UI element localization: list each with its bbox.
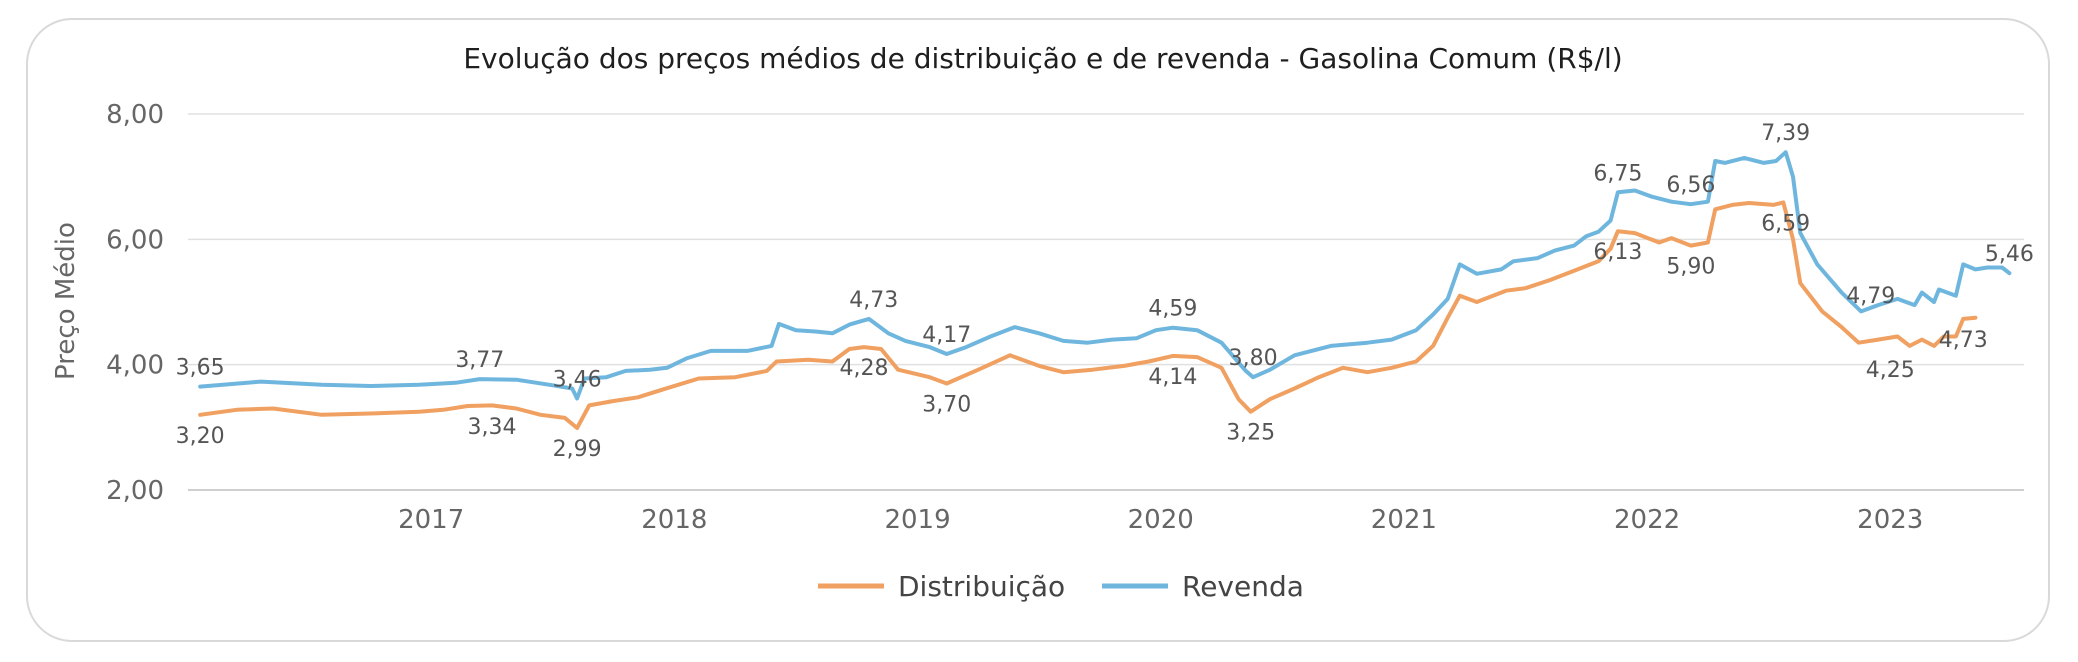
data-label: 3,34 xyxy=(467,415,516,440)
data-label: 4,79 xyxy=(1846,284,1895,309)
data-label: 3,46 xyxy=(553,368,602,393)
data-label: 4,73 xyxy=(849,288,898,313)
data-label: 5,46 xyxy=(1985,242,2034,267)
data-label: 3,65 xyxy=(176,356,225,381)
data-label: 4,28 xyxy=(840,356,889,381)
chart-title: Evolução dos preços médios de distribuiç… xyxy=(463,42,1622,75)
x-tick-label: 2017 xyxy=(398,505,464,535)
data-label: 7,39 xyxy=(1761,121,1810,146)
chart-card xyxy=(26,18,2050,642)
data-labels: 3,65 3,20 3,77 3,34 3,46 2,99 4,73 4,28 4,17 3,70… xyxy=(176,121,2034,462)
data-label: 6,56 xyxy=(1666,173,1715,198)
data-label: 4,25 xyxy=(1866,358,1915,383)
y-axis-label: Preço Médio xyxy=(51,222,81,380)
data-label: 2,99 xyxy=(553,437,602,462)
data-label: 4,17 xyxy=(922,323,971,348)
legend-label-distribuicao: Distribuição xyxy=(898,570,1065,603)
data-label: 6,75 xyxy=(1593,161,1642,186)
data-label: 3,77 xyxy=(455,348,504,373)
series-line-distribuicao xyxy=(198,200,1978,430)
series-lines xyxy=(198,150,2012,430)
legend: Distribuição Revenda xyxy=(818,570,1304,603)
x-tick-label: 2021 xyxy=(1371,505,1437,535)
data-label: 3,20 xyxy=(176,424,225,449)
x-tick-label: 2019 xyxy=(884,505,950,535)
grid xyxy=(188,113,2024,491)
data-label: 4,59 xyxy=(1148,297,1197,322)
x-tick-label: 2022 xyxy=(1614,505,1680,535)
y-tick-label: 4,00 xyxy=(106,351,164,381)
x-tick-label: 2020 xyxy=(1128,505,1194,535)
x-axis-ticks: 2017 2018 2019 2020 2021 2022 2023 xyxy=(398,505,1923,535)
y-tick-label: 8,00 xyxy=(106,100,164,130)
data-label: 3,25 xyxy=(1226,421,1275,446)
x-tick-label: 2023 xyxy=(1857,505,1923,535)
y-tick-label: 2,00 xyxy=(106,476,164,506)
data-label: 6,59 xyxy=(1761,211,1810,236)
data-label: 4,14 xyxy=(1148,365,1197,390)
x-tick-label: 2018 xyxy=(641,505,707,535)
data-label: 3,80 xyxy=(1229,346,1278,371)
data-label: 3,70 xyxy=(922,392,971,417)
data-label: 5,90 xyxy=(1666,255,1715,280)
legend-label-revenda: Revenda xyxy=(1182,570,1304,603)
series-line-revenda xyxy=(198,150,2012,401)
data-label: 6,13 xyxy=(1593,240,1642,265)
y-axis-ticks: 8,00 6,00 4,00 2,00 xyxy=(106,100,164,506)
data-label: 4,73 xyxy=(1939,328,1988,353)
y-tick-label: 6,00 xyxy=(106,225,164,255)
